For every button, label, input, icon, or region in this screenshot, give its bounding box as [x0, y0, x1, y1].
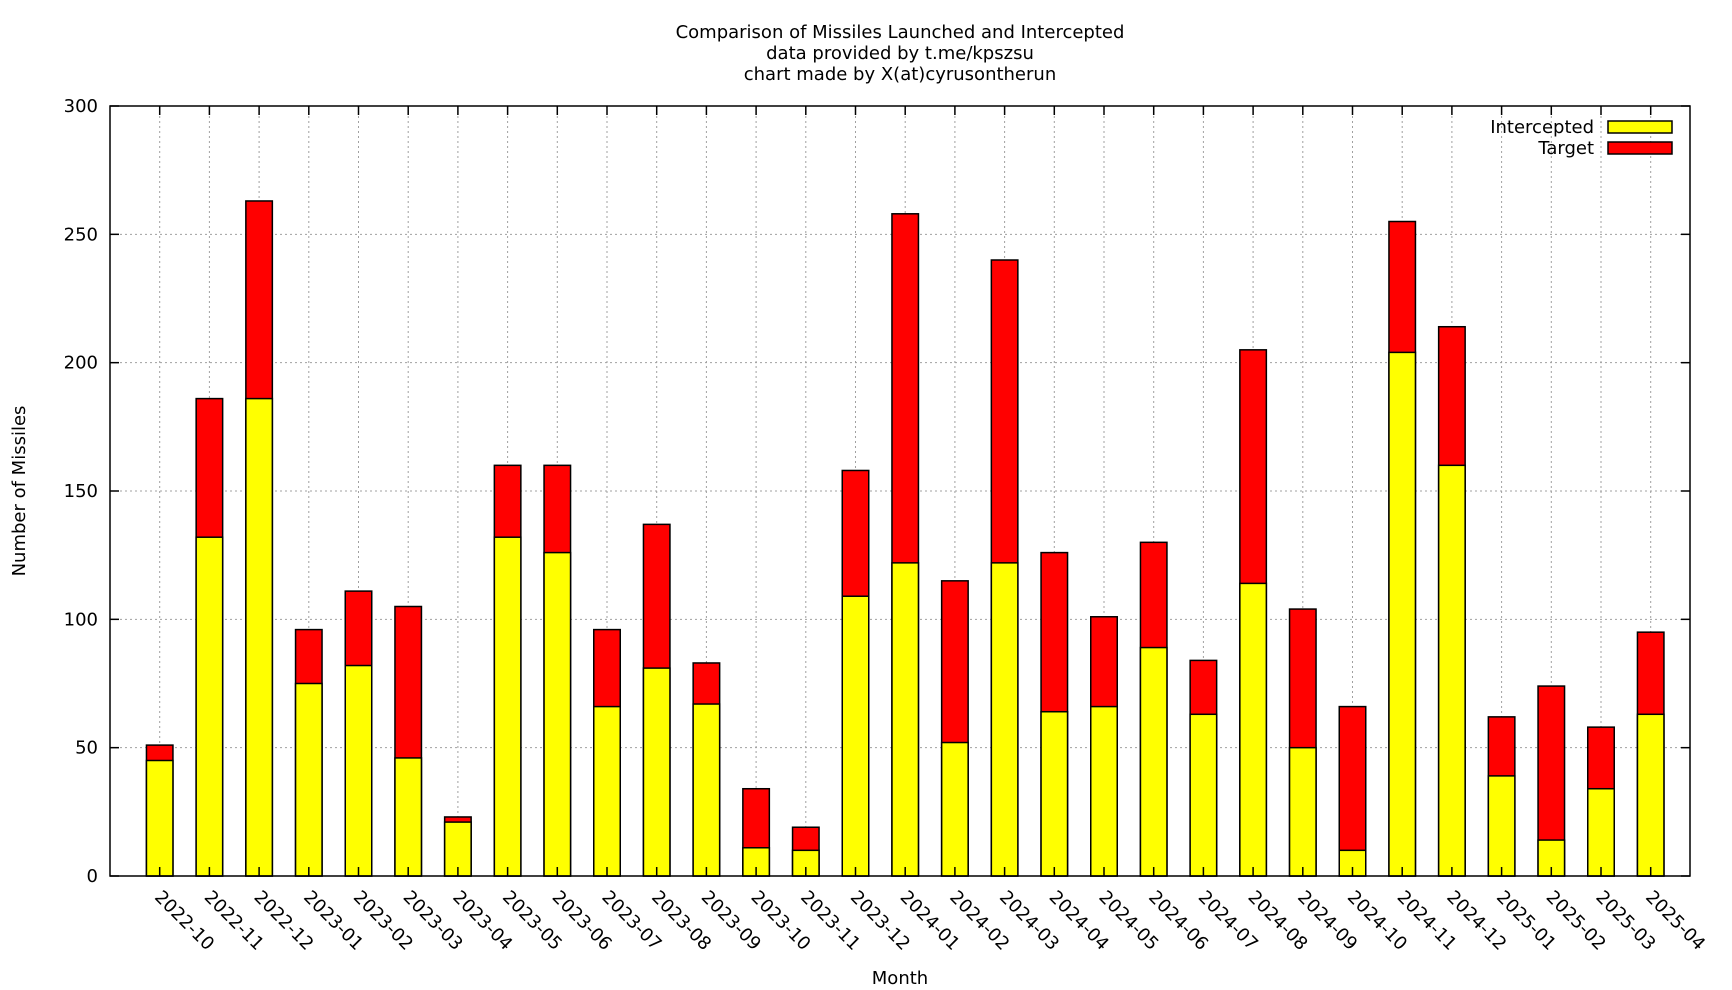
bar-intercepted-2024-02 — [940, 741, 969, 877]
bar-intercepted-2024-03 — [990, 562, 1019, 877]
y-tick-label: 50 — [75, 738, 98, 759]
bar-target-2024-10 — [1338, 705, 1367, 877]
bar-intercepted-2023-01 — [294, 682, 323, 877]
bar-intercepted-2023-03 — [394, 757, 423, 877]
bar-intercepted-2022-10 — [145, 759, 174, 877]
legend-label-target: Target — [1537, 138, 1594, 159]
bar-intercepted-2024-08 — [1239, 582, 1268, 877]
bar-intercepted-2023-05 — [493, 536, 522, 877]
y-tick-label: 100 — [64, 609, 98, 630]
y-tick-label: 0 — [87, 866, 98, 887]
bar-intercepted-2023-06 — [543, 551, 572, 877]
bar-intercepted-2023-08 — [642, 667, 671, 877]
legend: Intercepted Target — [1490, 117, 1673, 159]
chart-title: Comparison of Missiles Launched and Inte… — [676, 22, 1125, 43]
bar-intercepted-2024-11 — [1388, 351, 1417, 877]
bars — [145, 200, 1665, 877]
bar-intercepted-2024-04 — [1040, 710, 1069, 877]
y-tick-label: 150 — [64, 481, 98, 502]
legend-label-intercepted: Intercepted — [1490, 117, 1594, 138]
bar-intercepted-2022-11 — [195, 536, 224, 877]
bar-intercepted-2024-07 — [1189, 713, 1218, 877]
chart-subtitle-2: chart made by X(at)cyrusontherun — [744, 64, 1056, 85]
bar-intercepted-2023-02 — [344, 664, 373, 877]
bar-intercepted-2024-05 — [1090, 705, 1118, 877]
bar-intercepted-2024-01 — [891, 562, 920, 877]
bar-intercepted-2024-12 — [1437, 464, 1466, 877]
bar-intercepted-2024-09 — [1288, 746, 1317, 877]
bar-intercepted-2022-12 — [245, 397, 274, 877]
y-tick-label: 250 — [64, 224, 98, 245]
y-axis-label: Number of Missiles — [9, 406, 30, 577]
y-tick-label: 200 — [64, 353, 98, 374]
legend-swatch-intercepted — [1607, 120, 1673, 134]
bar-intercepted-2023-07 — [593, 705, 621, 877]
bar-intercepted-2025-03 — [1587, 787, 1615, 877]
chart-subtitle-1: data provided by t.me/kpszsu — [766, 43, 1034, 64]
y-tick-label: 300 — [64, 96, 98, 117]
bar-intercepted-2024-06 — [1139, 646, 1168, 877]
bar-intercepted-2025-04 — [1636, 713, 1665, 877]
bar-intercepted-2025-01 — [1487, 775, 1516, 877]
x-axis-label: Month — [872, 968, 928, 989]
bar-intercepted-2023-09 — [692, 703, 721, 877]
bar-intercepted-2023-12 — [841, 595, 870, 877]
legend-swatch-target — [1607, 141, 1673, 155]
